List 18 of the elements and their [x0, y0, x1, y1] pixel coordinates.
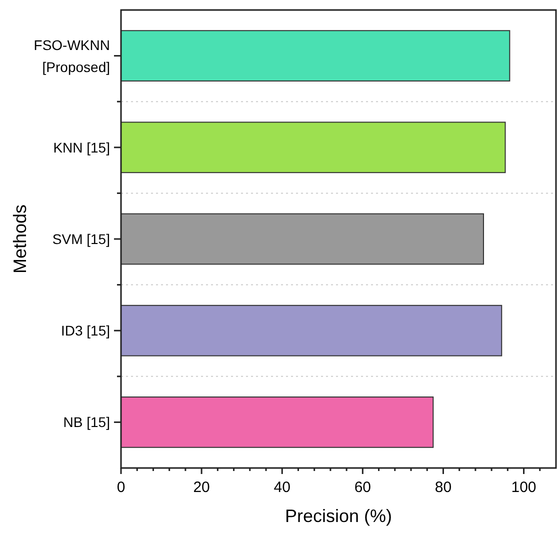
x-tick-label: 40	[274, 479, 290, 496]
x-tick-label: 80	[434, 479, 452, 496]
bar	[120, 122, 506, 174]
x-tick-label: 100	[511, 479, 536, 496]
y-tick-label: ID3 [15]	[60, 322, 110, 339]
y-tick-label: SVM [15]	[52, 231, 110, 247]
x-tick-label: 0	[116, 479, 126, 496]
bar	[120, 30, 510, 82]
bar	[120, 396, 434, 448]
x-tick-label: 20	[193, 479, 210, 496]
x-tick-label: 60	[354, 479, 372, 496]
x-axis-title: Precision (%)	[284, 506, 392, 526]
y-tick-label: NB [15]	[63, 414, 110, 430]
bar	[120, 213, 484, 265]
y-tick-label: FSO-WKNN [Proposed]	[34, 36, 110, 75]
bar	[120, 304, 502, 356]
y-tick-label: KNN [15]	[53, 139, 110, 156]
y-axis-title: Methods	[10, 204, 30, 274]
